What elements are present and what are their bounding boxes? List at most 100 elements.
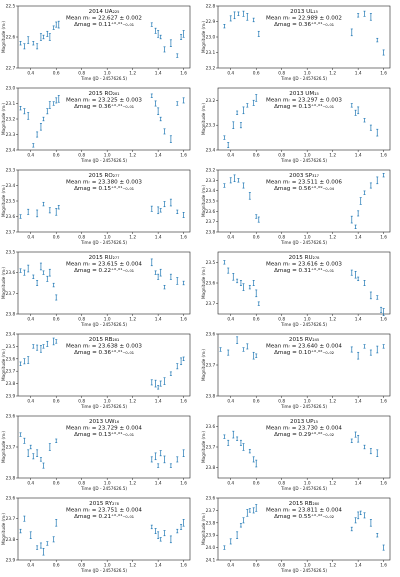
x-tick-label: 0.8 <box>278 153 285 159</box>
x-tick-label: 1.0 <box>304 153 311 159</box>
data-point <box>350 28 353 37</box>
y-tick-label: 23.7 <box>6 445 16 451</box>
panel-4: 0.4 0.6 0.8 1.0 1.2 1.4 1.6 23.2 23.3 23.4 Time (J… <box>201 87 391 163</box>
x-tick-label: 0.4 <box>227 563 234 569</box>
data-point <box>157 107 160 116</box>
y-tick-label: 23.1 <box>206 50 216 56</box>
panel-11: 0.4 0.6 0.8 1.0 1.2 1.4 1.6 23.6 23.7 23.8 Time (J… <box>1 414 191 491</box>
data-point <box>182 356 185 361</box>
data-point <box>176 209 179 214</box>
y-tick-label: 23.6 <box>6 214 16 220</box>
x-tick-label: 0.8 <box>78 317 85 323</box>
data-point <box>357 511 360 520</box>
x-tick-label: 1.6 <box>180 317 187 323</box>
x-tick-label: 1.6 <box>380 399 387 405</box>
x-tick-label: 1.4 <box>155 153 162 159</box>
x-tick-label: 1.6 <box>380 317 387 323</box>
data-point <box>154 100 157 107</box>
data-point <box>376 37 379 43</box>
y-tick-label: 22.7 <box>6 66 16 72</box>
data-point <box>354 517 357 524</box>
data-point <box>169 371 172 376</box>
x-tick-label: 0.4 <box>227 71 234 77</box>
data-point <box>57 20 60 29</box>
panel-delta-mag: Δmag = 0.55⁺⁰·⁰²₋₀.₀₂ <box>274 513 334 520</box>
data-point <box>176 53 179 58</box>
data-point <box>176 363 179 370</box>
y-tick-label: 23.0 <box>206 35 216 41</box>
panel-delta-mag: Δmag = 0.11⁺⁰·⁰¹₋₀.₀₁ <box>74 21 134 28</box>
panel-title: 2015 RY₂₇₈ <box>89 501 119 507</box>
panel-title: 2015 RV₂₄₅ <box>289 337 319 343</box>
y-tick-label: 23.8 <box>6 537 16 543</box>
data-point <box>227 142 230 148</box>
data-point <box>182 97 185 104</box>
data-point <box>363 118 366 123</box>
data-point <box>369 182 372 189</box>
data-point <box>36 43 39 50</box>
data-point <box>255 94 258 102</box>
data-point <box>46 340 49 347</box>
panel-delta-mag: Δmag = 0.10⁺⁰·⁰²₋₀.₀₂ <box>274 349 334 356</box>
x-tick-label: 1.6 <box>380 71 387 77</box>
data-point <box>23 358 26 365</box>
data-point <box>182 449 185 457</box>
y-tick-label: 23.7 <box>206 363 216 369</box>
y-tick-label: 23.3 <box>206 178 216 184</box>
data-point <box>169 198 172 207</box>
data-point <box>39 262 42 271</box>
y-axis-label: Magnitude (mᵣ) <box>201 267 206 299</box>
data-point <box>46 30 49 37</box>
data-point <box>246 103 249 108</box>
data-point <box>237 178 240 183</box>
data-point <box>55 339 58 344</box>
x-tick-label: 0.6 <box>253 235 260 241</box>
x-tick-label: 1.0 <box>304 481 311 487</box>
data-point <box>157 531 160 539</box>
data-point <box>19 41 22 46</box>
x-tick-label: 1.0 <box>304 399 311 405</box>
data-point <box>176 277 179 285</box>
x-tick-label: 0.4 <box>227 235 234 241</box>
panel-title: 2013 UM₁₅ <box>289 91 318 97</box>
data-point <box>163 46 166 53</box>
panel-mean: Mean mᵣ = 22.627 ± 0.002 <box>66 16 142 22</box>
y-tick-label: 23.8 <box>6 312 16 318</box>
x-tick-label: 1.2 <box>329 317 336 323</box>
y-tick-label: 23.5 <box>6 199 16 205</box>
x-tick-label: 0.8 <box>278 235 285 241</box>
data-point <box>48 443 51 451</box>
data-point <box>32 143 35 148</box>
y-tick-label: 22.6 <box>6 35 16 41</box>
x-tick-label: 0.4 <box>227 153 234 159</box>
panel-title: 2015 RO₂₇₇ <box>88 173 119 179</box>
x-tick-label: 0.4 <box>27 481 34 487</box>
data-point <box>369 124 372 131</box>
x-axis-label: Time (JD - 2457626.5) <box>280 568 327 573</box>
x-tick-label: 1.4 <box>355 71 362 77</box>
x-axis-label: Time (JD - 2457626.5) <box>280 486 327 491</box>
data-point <box>36 131 39 138</box>
data-point <box>46 275 49 282</box>
x-tick-label: 1.6 <box>380 235 387 241</box>
data-point <box>157 463 160 468</box>
data-point <box>354 224 357 229</box>
data-point <box>219 347 222 352</box>
data-point <box>252 351 255 360</box>
data-point <box>363 512 366 519</box>
x-tick-label: 0.8 <box>278 399 285 405</box>
y-tick-label: 23.2 <box>206 98 216 104</box>
data-point <box>232 121 235 129</box>
data-point <box>248 284 251 290</box>
data-point <box>252 99 255 106</box>
data-point <box>376 533 379 538</box>
panel-title: 2013 UW₁₆ <box>89 419 120 425</box>
y-tick-label: 23.5 <box>206 199 216 205</box>
data-point <box>32 41 35 46</box>
x-axis-label: Time (JD - 2457626.5) <box>80 486 127 491</box>
y-tick-label: 23.8 <box>206 465 216 471</box>
data-point <box>359 197 362 205</box>
x-tick-label: 1.2 <box>129 563 136 569</box>
data-point <box>229 177 232 184</box>
axes-frame <box>17 497 191 561</box>
